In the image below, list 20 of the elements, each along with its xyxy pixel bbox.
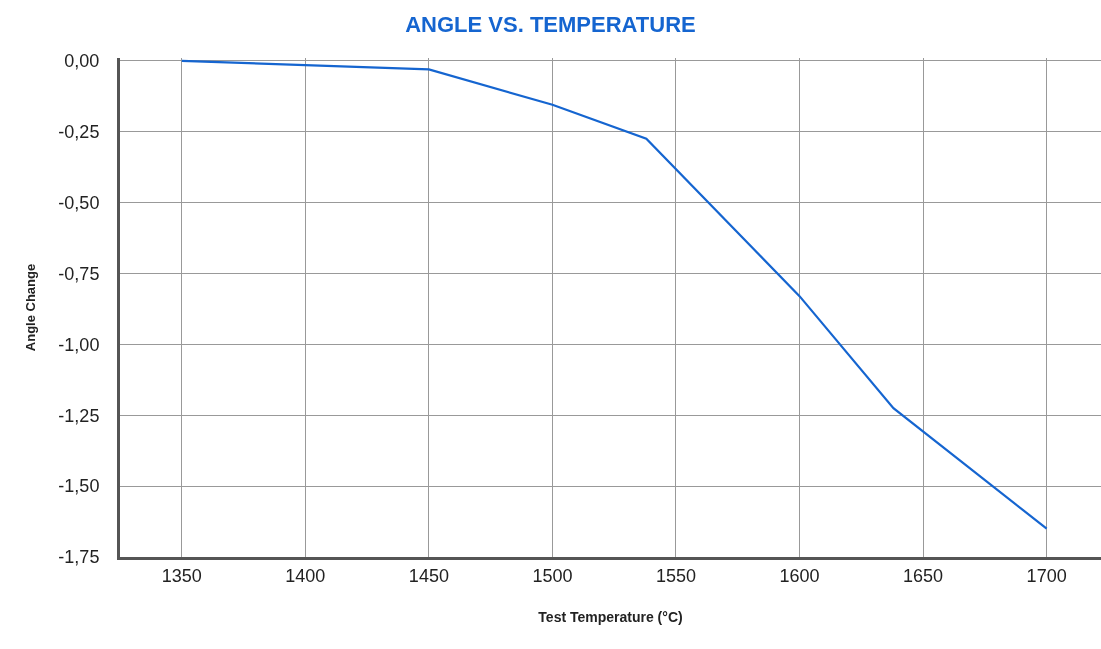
x-axis-title: Test Temperature (°C) [538,608,683,625]
x-tick-label: 1700 [1026,565,1067,586]
y-tick-label: -1,75 [58,547,100,568]
y-tick-label: -0,50 [58,192,100,213]
x-tick-label: 1350 [161,565,202,586]
chart-title: ANGLE VS. TEMPERATURE [405,11,696,37]
line-series [180,59,1048,530]
y-tick-label: -0,75 [58,263,100,284]
y-tick-label: -1,25 [58,405,100,426]
y-tick-label: -0,25 [58,122,100,143]
y-axis-title: Angle Change [23,263,39,352]
x-tick-label: 1450 [408,565,449,586]
y-tick-label: 0,00 [64,51,100,72]
x-tick-label: 1400 [285,565,326,586]
x-tick-label: 1500 [532,565,573,586]
y-tick-label: -1,50 [58,476,100,497]
x-tick-label: 1650 [903,565,944,586]
x-tick-label: 1600 [779,565,820,586]
y-tick-label: -1,00 [58,334,100,355]
x-tick-label: 1550 [655,565,696,586]
